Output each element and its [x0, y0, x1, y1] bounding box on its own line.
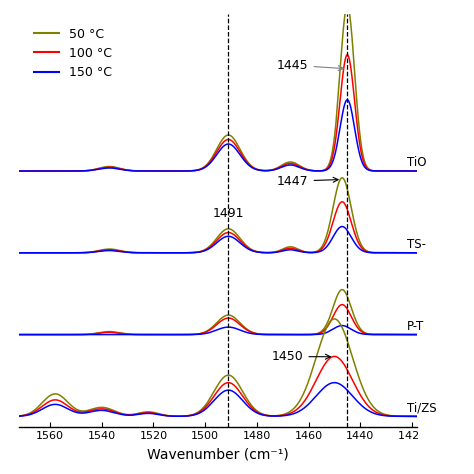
Legend: 50 °C, 100 °C, 150 °C: 50 °C, 100 °C, 150 °C [29, 23, 117, 84]
Text: P-T: P-T [407, 319, 424, 333]
Text: 1450: 1450 [272, 350, 330, 363]
Text: 1445: 1445 [277, 59, 343, 72]
Text: TS-: TS- [407, 238, 426, 251]
Text: Ti/ZS: Ti/ZS [407, 401, 437, 414]
Text: TiO: TiO [407, 156, 426, 169]
Text: 1447: 1447 [277, 174, 338, 188]
Text: 1491: 1491 [213, 208, 244, 220]
X-axis label: Wavenumber (cm⁻¹): Wavenumber (cm⁻¹) [147, 447, 289, 461]
